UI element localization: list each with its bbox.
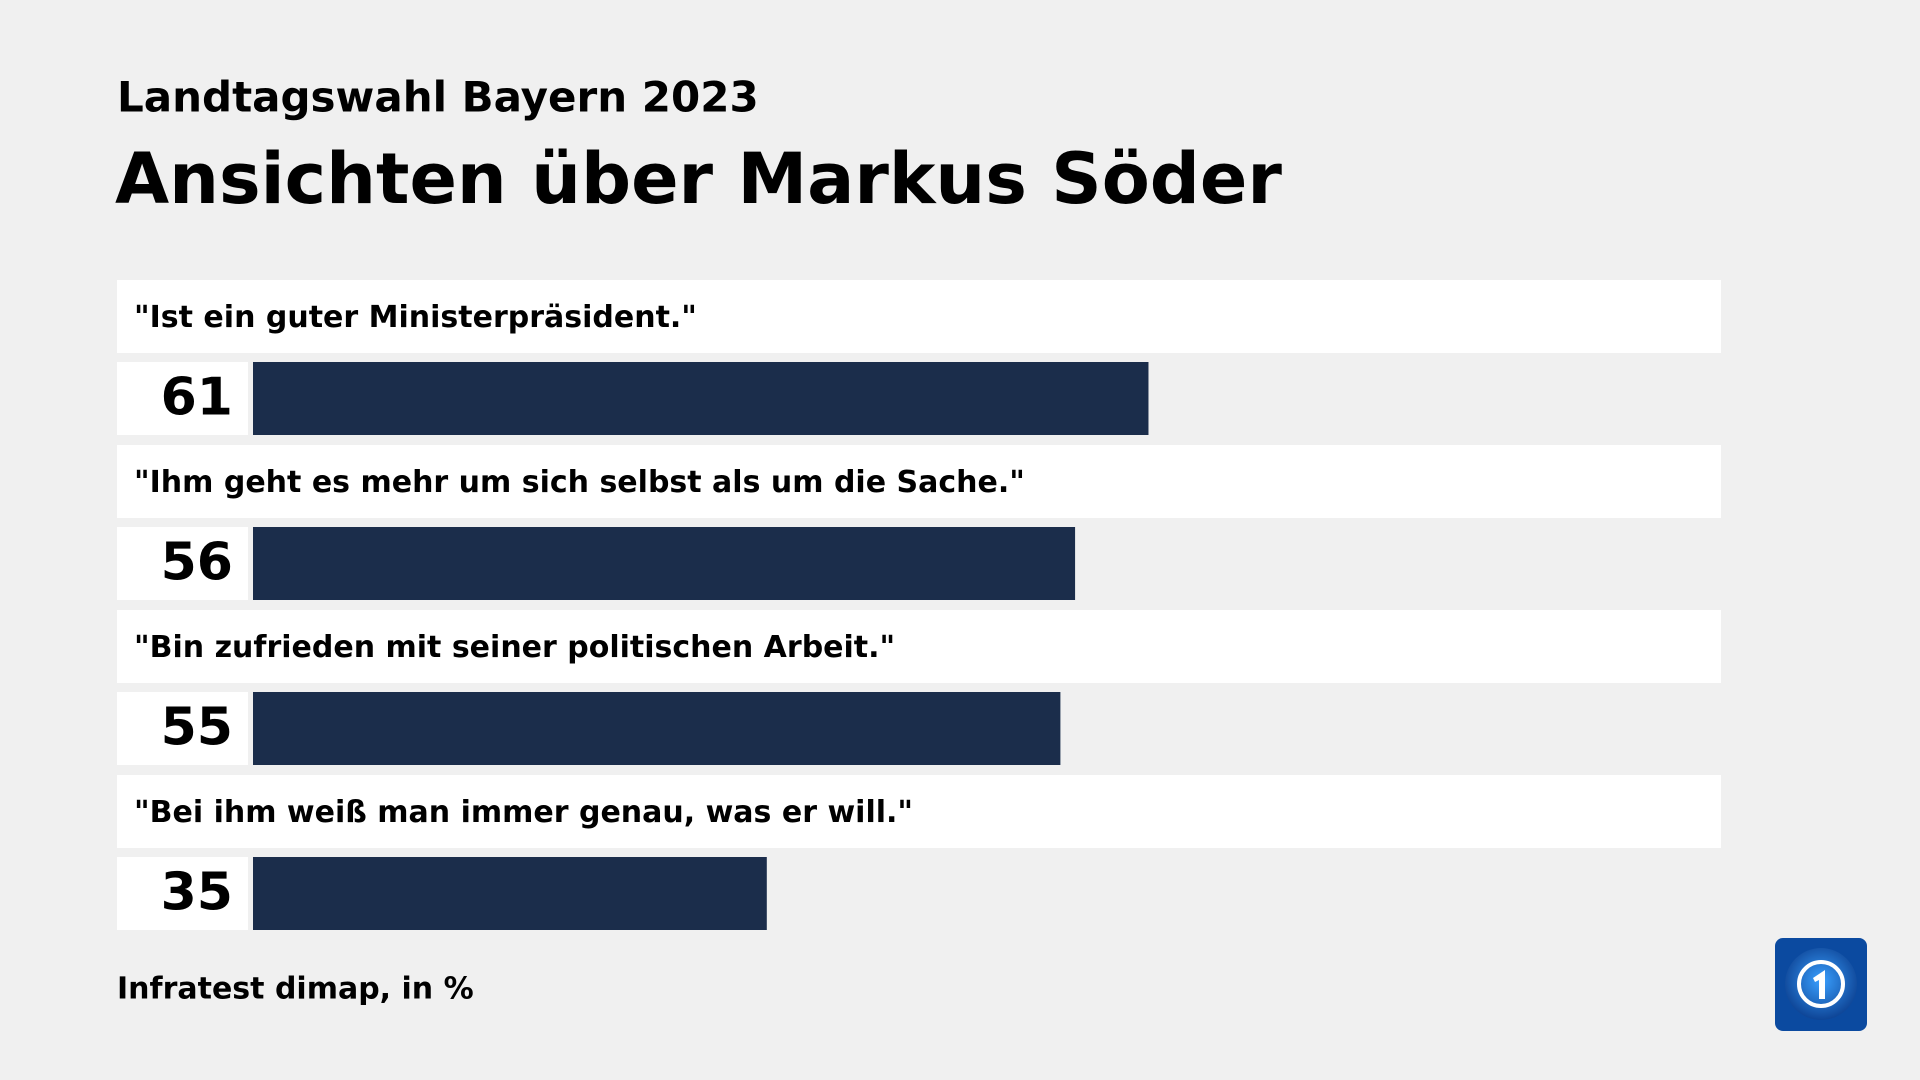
category-label: "Bei ihm weiß man immer genau, was er wi… xyxy=(134,795,913,830)
value-label: 56 xyxy=(161,533,233,593)
bar xyxy=(253,527,1076,600)
value-label: 61 xyxy=(161,368,233,428)
chart-subtitle: Landtagswahl Bayern 2023 xyxy=(117,73,759,122)
bar xyxy=(253,692,1061,765)
category-label: "Bin zufrieden mit seiner politischen Ar… xyxy=(134,630,895,665)
category-band xyxy=(117,280,1721,353)
bar xyxy=(253,362,1149,435)
value-box xyxy=(117,362,248,435)
value-box xyxy=(117,527,248,600)
value-label: 55 xyxy=(161,698,233,758)
value-label: 35 xyxy=(161,863,233,923)
category-label: "Ihm geht es mehr um sich selbst als um … xyxy=(134,465,1025,500)
category-label: "Ist ein guter Ministerpräsident." xyxy=(134,300,697,335)
category-band xyxy=(117,775,1721,848)
bar xyxy=(253,857,767,930)
source: Infratest dimap, in % xyxy=(117,972,474,1007)
logo xyxy=(1775,938,1867,1031)
value-box xyxy=(117,692,248,765)
value-box xyxy=(117,857,248,930)
category-band xyxy=(117,610,1721,683)
chart-title: Ansichten über Markus Söder xyxy=(115,138,1282,220)
category-band xyxy=(117,445,1721,518)
